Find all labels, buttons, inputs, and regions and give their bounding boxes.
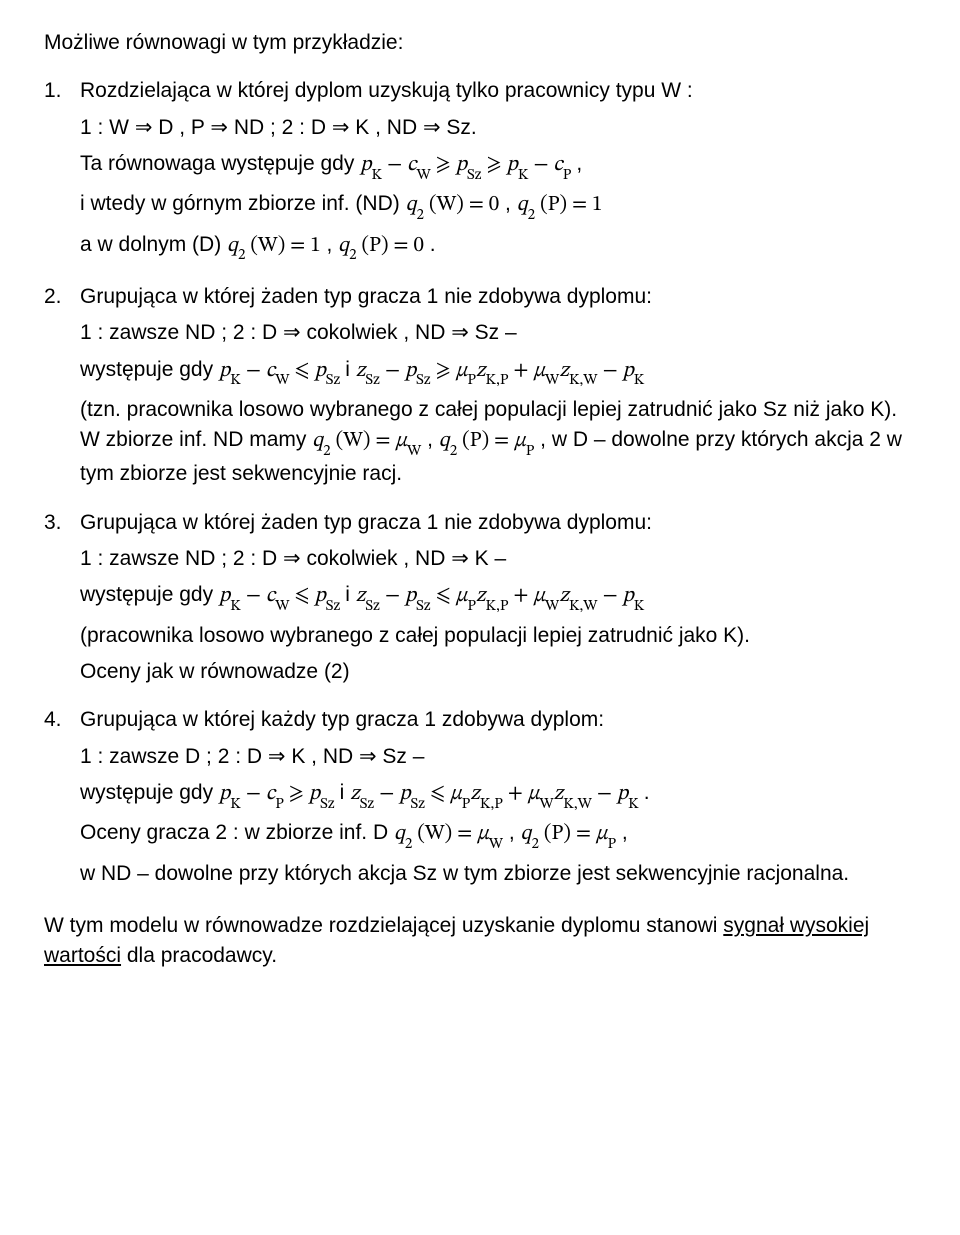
equilibria-list: 1. Rozdzielająca w której dyplom uzyskuj… bbox=[44, 76, 916, 889]
strategy-line: 1 : zawsze ND ; 2 : D ⇒ cokolwiek , ND ⇒… bbox=[80, 318, 916, 348]
list-item: 4. Grupująca w której każdy typ gracza 1… bbox=[44, 705, 916, 889]
item-title: Grupująca w której żaden typ gracza 1 ni… bbox=[80, 285, 652, 308]
math-expr: zSz − pSz ⩽ μPzK,P + μWzK,W − pK bbox=[356, 585, 645, 606]
text: a w dolnym (D) bbox=[80, 233, 227, 256]
tail-line: Oceny gracza 2 : w zbiorze inf. D q2 (W)… bbox=[80, 818, 916, 852]
math-expr: pK − cW ⩾ pSz ⩾ pK − cP bbox=[360, 154, 576, 175]
text: , bbox=[509, 821, 521, 844]
text: . bbox=[644, 781, 650, 804]
item-title: Grupująca w której każdy typ gracza 1 zd… bbox=[80, 708, 604, 731]
strategy-line: 1 : W ⇒ D , P ⇒ ND ; 2 : D ⇒ K , ND ⇒ Sz… bbox=[80, 113, 916, 143]
math-expr: pK − cW ⩽ pSz bbox=[219, 360, 345, 381]
text: występuje gdy bbox=[80, 583, 219, 606]
math-expr: q2 (W) = 1 bbox=[227, 235, 321, 256]
extra-line: i wtedy w górnym zbiorze inf. (ND) q2 (W… bbox=[80, 189, 916, 223]
text: i bbox=[345, 358, 356, 381]
condition-line: występuje gdy pK − cW ⩽ pSz i zSz − pSz … bbox=[80, 580, 916, 614]
text: Oceny gracza 2 : w zbiorze inf. D bbox=[80, 821, 394, 844]
math-expr: zSz − pSz ⩽ μPzK,P + μWzK,W − pK bbox=[350, 783, 644, 804]
math-expr: q2 (P) = μP bbox=[521, 823, 617, 844]
math-expr: zSz − pSz ⩾ μPzK,P + μWzK,W − pK bbox=[356, 360, 645, 381]
tail-line: w ND – dowolne przy których akcja Sz w t… bbox=[80, 859, 916, 889]
text: W tym modelu w równowadze rozdzielającej… bbox=[44, 914, 723, 937]
math-expr: q2 (W) = μW bbox=[312, 430, 421, 451]
extra-line: a w dolnym (D) q2 (W) = 1 , q2 (P) = 0 . bbox=[80, 230, 916, 264]
text: , bbox=[576, 152, 582, 175]
text: i bbox=[340, 781, 351, 804]
item-title: Rozdzielająca w której dyplom uzyskują t… bbox=[80, 79, 693, 102]
item-title: Grupująca w której żaden typ gracza 1 ni… bbox=[80, 511, 652, 534]
text: , bbox=[622, 821, 628, 844]
text: występuje gdy bbox=[80, 781, 219, 804]
strategy-line: 1 : zawsze D ; 2 : D ⇒ K , ND ⇒ Sz – bbox=[80, 742, 916, 772]
tail-line: (pracownika losowo wybranego z całej pop… bbox=[80, 621, 916, 651]
text: , bbox=[427, 428, 439, 451]
text: . bbox=[430, 233, 436, 256]
math-expr: q2 (W) = μW bbox=[394, 823, 503, 844]
closing-paragraph: W tym modelu w równowadze rozdzielającej… bbox=[44, 911, 916, 972]
text: dla pracodawcy. bbox=[121, 944, 277, 967]
item-number: 2. bbox=[44, 282, 62, 312]
condition-line: występuje gdy pK − cW ⩽ pSz i zSz − pSz … bbox=[80, 355, 916, 389]
text: i wtedy w górnym zbiorze inf. (ND) bbox=[80, 192, 406, 215]
math-expr: pK − cP ⩾ pSz bbox=[219, 783, 340, 804]
math-expr: q2 (W) = 0 bbox=[406, 194, 500, 215]
math-expr: q2 (P) = 0 bbox=[338, 235, 424, 256]
text: i bbox=[345, 583, 356, 606]
math-expr: q2 (P) = μP bbox=[439, 430, 535, 451]
strategy-line: 1 : zawsze ND ; 2 : D ⇒ cokolwiek , ND ⇒… bbox=[80, 544, 916, 574]
item-number: 4. bbox=[44, 705, 62, 735]
condition-line: Ta równowaga występuje gdy pK − cW ⩾ pSz… bbox=[80, 149, 916, 183]
text: występuje gdy bbox=[80, 358, 219, 381]
list-item: 2. Grupująca w której żaden typ gracza 1… bbox=[44, 282, 916, 490]
text: , bbox=[326, 233, 338, 256]
tail-line: Oceny jak w równowadze (2) bbox=[80, 657, 916, 687]
text: , bbox=[505, 192, 517, 215]
text: Ta równowaga występuje gdy bbox=[80, 152, 360, 175]
tail-line: (tzn. pracownika losowo wybranego z całe… bbox=[80, 395, 916, 490]
condition-line: występuje gdy pK − cP ⩾ pSz i zSz − pSz … bbox=[80, 778, 916, 812]
list-item: 1. Rozdzielająca w której dyplom uzyskuj… bbox=[44, 76, 916, 263]
math-expr: q2 (P) = 1 bbox=[517, 194, 603, 215]
section-heading: Możliwe równowagi w tym przykładzie: bbox=[44, 28, 916, 58]
list-item: 3. Grupująca w której żaden typ gracza 1… bbox=[44, 508, 916, 688]
page: Możliwe równowagi w tym przykładzie: 1. … bbox=[0, 0, 960, 1012]
item-number: 1. bbox=[44, 76, 62, 106]
item-number: 3. bbox=[44, 508, 62, 538]
math-expr: pK − cW ⩽ pSz bbox=[219, 585, 345, 606]
